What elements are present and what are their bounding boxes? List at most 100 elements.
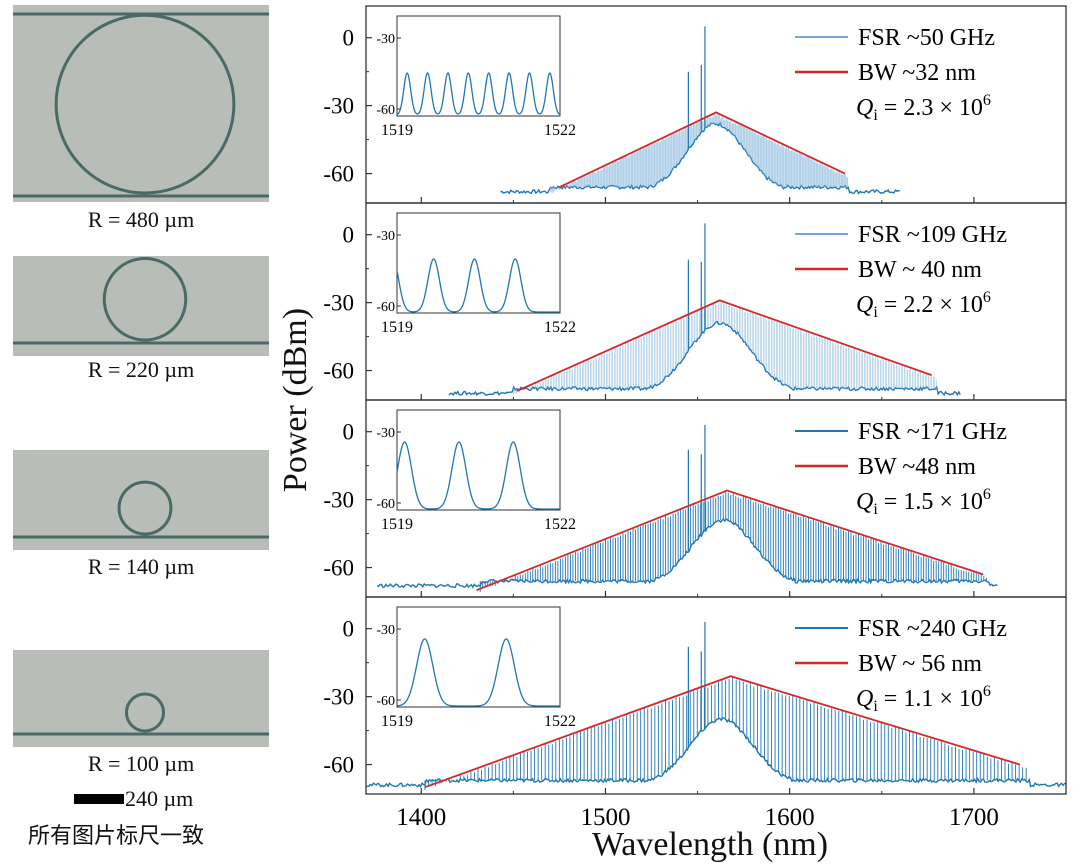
- legend-q-factor: Qi = 1.1 × 106: [856, 683, 991, 715]
- envelope-fit: [559, 111, 846, 188]
- y-tick-label: -30: [323, 291, 354, 316]
- y-tick-label: -60: [323, 753, 354, 778]
- spectrum-panel: 0 -30 -60 -30 -60 1519 1522 FSR ~109 GHz BW ~ 40…: [323, 202, 1067, 401]
- y-tick-label: 0: [343, 26, 355, 51]
- legend-q-factor: Qi = 1.5 × 106: [856, 486, 991, 518]
- envelope-fit: [516, 299, 932, 392]
- legend-q-factor: Qi = 2.3 × 106: [856, 92, 991, 124]
- inset-trace: [396, 258, 560, 313]
- ring-resonator: [124, 692, 166, 733]
- x-tick-label: 1500: [580, 804, 630, 831]
- y-tick-label: 0: [343, 420, 355, 445]
- spectrum-panel: 0 -30 -60 -30 -60 1519 1522 FSR ~240 GHz BW ~ 56…: [323, 596, 1067, 795]
- envelope-fit: [424, 675, 1021, 789]
- ring-radius-label: R = 100 µm: [87, 751, 195, 776]
- noise-floor-trace: [366, 717, 1066, 788]
- comb-lines: [479, 492, 987, 593]
- plot-area: [500, 26, 900, 195]
- micrograph-ring-140: [13, 450, 269, 550]
- legend-bandwidth: BW ~48 nm: [858, 454, 976, 480]
- ring-radius-label: R = 480 µm: [87, 207, 195, 232]
- inset-x-tick-label: 1519: [381, 319, 413, 336]
- legend: FSR ~50 GHz BW ~32 nm Qi = 2.3 × 106: [795, 25, 995, 124]
- inset-frame: [396, 15, 561, 117]
- micrograph-image: [13, 450, 269, 550]
- legend-q-factor: Qi = 2.2 × 106: [856, 289, 991, 321]
- inset-frame: [396, 409, 561, 511]
- y-tick-label: -30: [323, 685, 354, 710]
- scale-note: 所有图片标尺一致: [28, 824, 205, 849]
- inset: -30 -60 1519 1522: [376, 409, 576, 533]
- inset-x-tick-label: 1522: [544, 713, 576, 730]
- inset-trace: [396, 72, 561, 116]
- y-tick-label: -60: [323, 556, 354, 581]
- panel-frame: [365, 596, 1067, 795]
- micrograph-image: [13, 5, 269, 202]
- inset-frame: [396, 606, 561, 708]
- noise-floor-trace: [376, 517, 998, 589]
- x-axis-title: Wavelength (nm): [591, 826, 829, 863]
- inset-x-tick-label: 1519: [381, 516, 413, 533]
- inset: -30 -60 1519 1522: [376, 606, 576, 730]
- x-tick-label: 1400: [396, 804, 446, 831]
- inset-y-tick-label: -30: [376, 32, 395, 47]
- inset-x-tick-label: 1522: [544, 319, 576, 336]
- inset-x-tick-label: 1522: [544, 122, 576, 139]
- noise-floor-trace: [500, 121, 900, 195]
- legend: FSR ~240 GHz BW ~ 56 nm Qi = 1.1 × 106: [795, 616, 1007, 715]
- inset-frame: [396, 212, 561, 314]
- plot-area: [448, 223, 961, 397]
- envelope-fit: [476, 489, 984, 592]
- inset-y-tick-label: -60: [376, 497, 395, 512]
- scale-bar: [74, 794, 124, 804]
- x-tick-label: 1700: [949, 804, 999, 831]
- legend-bandwidth: BW ~32 nm: [858, 60, 976, 86]
- inset-trace: [397, 638, 560, 707]
- comb-lines: [550, 113, 849, 194]
- inset-y-tick-label: -30: [376, 229, 395, 244]
- legend: FSR ~109 GHz BW ~ 40 nm Qi = 2.2 × 106: [795, 222, 1007, 321]
- plot-area: [366, 621, 1066, 790]
- legend: FSR ~171 GHz BW ~48 nm Qi = 1.5 × 106: [795, 419, 1007, 518]
- legend-fsr: FSR ~171 GHz: [858, 419, 1007, 445]
- micrograph-ring-100: [13, 650, 269, 747]
- micrograph-image: [13, 256, 269, 356]
- ring-radius-label: R = 220 µm: [87, 357, 195, 382]
- spectrum-panel: 0 -30 -60 -30 -60 1519 1522 FSR ~50 GHz BW ~32 n…: [323, 5, 1067, 204]
- legend-fsr: FSR ~50 GHz: [858, 25, 995, 51]
- ring-resonator: [102, 257, 188, 342]
- legend-fsr: FSR ~109 GHz: [858, 222, 1007, 248]
- comb-lines: [424, 677, 1027, 790]
- inset-y-tick-label: -30: [376, 623, 395, 638]
- inset-y-tick-label: -60: [376, 694, 395, 709]
- inset: -30 -60 1519 1522: [376, 15, 576, 139]
- legend-bandwidth: BW ~ 56 nm: [858, 651, 982, 677]
- x-tick-label: 1600: [765, 804, 815, 831]
- inset-y-tick-label: -60: [376, 300, 395, 315]
- micrograph-image: [13, 650, 269, 747]
- y-tick-label: -30: [323, 94, 354, 119]
- legend-bandwidth: BW ~ 40 nm: [858, 257, 982, 283]
- y-tick-label: -60: [323, 359, 354, 384]
- inset-y-tick-label: -60: [376, 103, 395, 118]
- micrograph-ring-220: [13, 256, 269, 356]
- plot-area: [376, 424, 998, 593]
- spectrum-panel: 0 -30 -60 -30 -60 1519 1522 FSR ~171 GHz BW ~48 …: [323, 399, 1067, 598]
- y-tick-label: 0: [343, 617, 355, 642]
- inset-y-tick-label: -30: [376, 426, 395, 441]
- inset-x-tick-label: 1519: [381, 122, 413, 139]
- inset-x-tick-label: 1522: [544, 516, 576, 533]
- inset-x-tick-label: 1519: [381, 713, 413, 730]
- y-axis-title: Power (dBm): [277, 307, 314, 493]
- ring-radius-label: R = 140 µm: [87, 554, 195, 579]
- inset: -30 -60 1519 1522: [376, 212, 576, 336]
- ring-resonator: [54, 13, 236, 195]
- y-tick-label: -60: [323, 162, 354, 187]
- inset-trace: [396, 441, 560, 510]
- legend-fsr: FSR ~240 GHz: [858, 616, 1007, 642]
- ring-resonator: [117, 480, 173, 536]
- scale-bar-label: 240 µm: [125, 786, 194, 811]
- y-tick-label: 0: [343, 223, 355, 248]
- y-tick-label: -30: [323, 488, 354, 513]
